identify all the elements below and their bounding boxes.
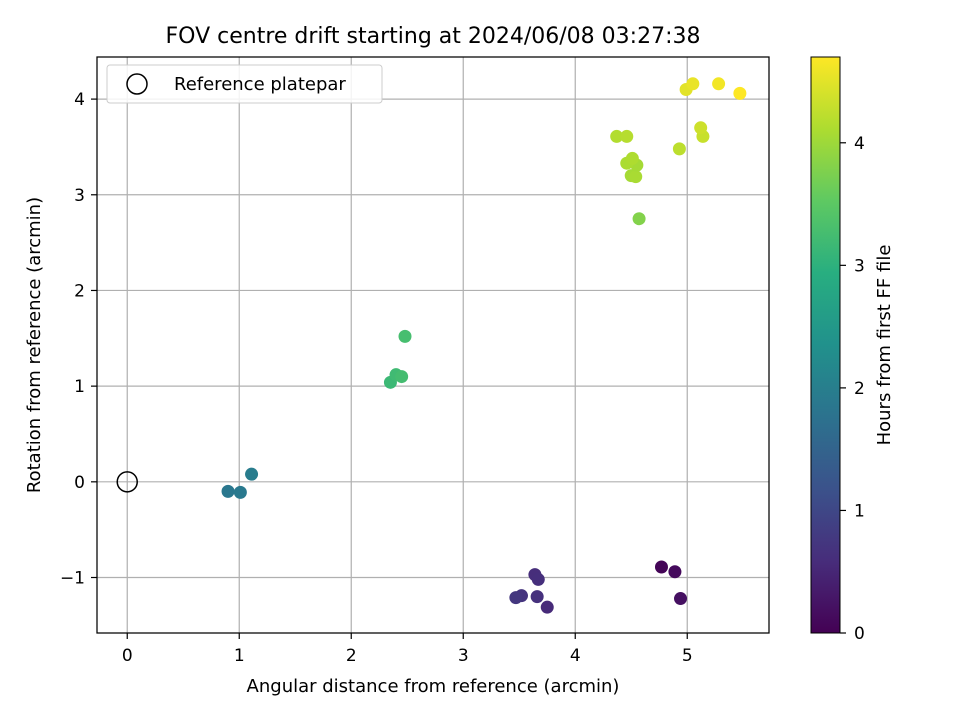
data-point [668, 565, 682, 579]
y-axis-ticks: −1 0 1 2 3 4 [60, 90, 97, 589]
data-point [694, 121, 708, 135]
colorbar-gradient [810, 56, 841, 634]
x-tick-label: 5 [682, 646, 693, 666]
colorbar-tick-label: 2 [854, 379, 865, 399]
data-point [632, 212, 646, 226]
plot-frame [96, 56, 770, 634]
x-tick-label: 4 [570, 646, 581, 666]
data-point [654, 560, 668, 574]
colorbar-tick-label: 1 [854, 501, 865, 521]
legend-box [106, 64, 383, 104]
reference-point [116, 471, 138, 493]
y-tick-label: 4 [74, 90, 85, 110]
colorbar-tick-label: 0 [854, 624, 865, 644]
data-point [221, 484, 235, 498]
data-point [395, 370, 409, 384]
x-tick-label: 3 [458, 646, 469, 666]
data-point [610, 129, 624, 143]
reference-marker [116, 471, 138, 493]
grid-lines [97, 57, 769, 633]
x-axis-label: Angular distance from reference (arcmin) [247, 676, 620, 697]
data-point [686, 77, 700, 91]
colorbar-tick-label: 3 [854, 256, 865, 276]
data-point [530, 590, 544, 604]
legend: Reference platepar [106, 64, 383, 104]
legend-marker [126, 73, 148, 95]
colorbar-ticks: 0 1 2 3 4 [840, 134, 865, 644]
data-point [625, 151, 639, 165]
x-axis-ticks: 0 1 2 3 4 5 [122, 633, 693, 666]
data-points [221, 77, 747, 614]
y-tick-label: 3 [74, 186, 85, 206]
x-tick-label: 2 [346, 646, 357, 666]
data-point [620, 129, 634, 143]
data-point [398, 329, 412, 343]
data-point [733, 86, 747, 100]
plot-area [96, 56, 770, 634]
y-tick-label: 2 [74, 281, 85, 301]
y-tick-label: −1 [60, 569, 85, 589]
legend-label: Reference platepar [174, 74, 346, 95]
chart-title: FOV centre drift starting at 2024/06/08 … [166, 24, 701, 49]
colorbar-tick-label: 4 [854, 134, 865, 154]
y-axis-label: Rotation from reference (arcmin) [24, 197, 45, 493]
x-tick-label: 1 [234, 646, 245, 666]
data-point [233, 485, 247, 499]
data-point [629, 170, 643, 184]
colorbar: 0 1 2 3 4 Hours from first FF file [810, 56, 895, 644]
colorbar-label: Hours from first FF file [874, 245, 895, 446]
y-tick-label: 0 [74, 473, 85, 493]
data-point [712, 77, 726, 91]
data-point [531, 572, 545, 586]
x-tick-label: 0 [122, 646, 133, 666]
y-tick-label: 1 [74, 377, 85, 397]
data-point [245, 467, 259, 481]
data-point [672, 142, 686, 156]
data-point [674, 592, 688, 606]
data-point [509, 591, 523, 605]
data-point [540, 600, 554, 614]
